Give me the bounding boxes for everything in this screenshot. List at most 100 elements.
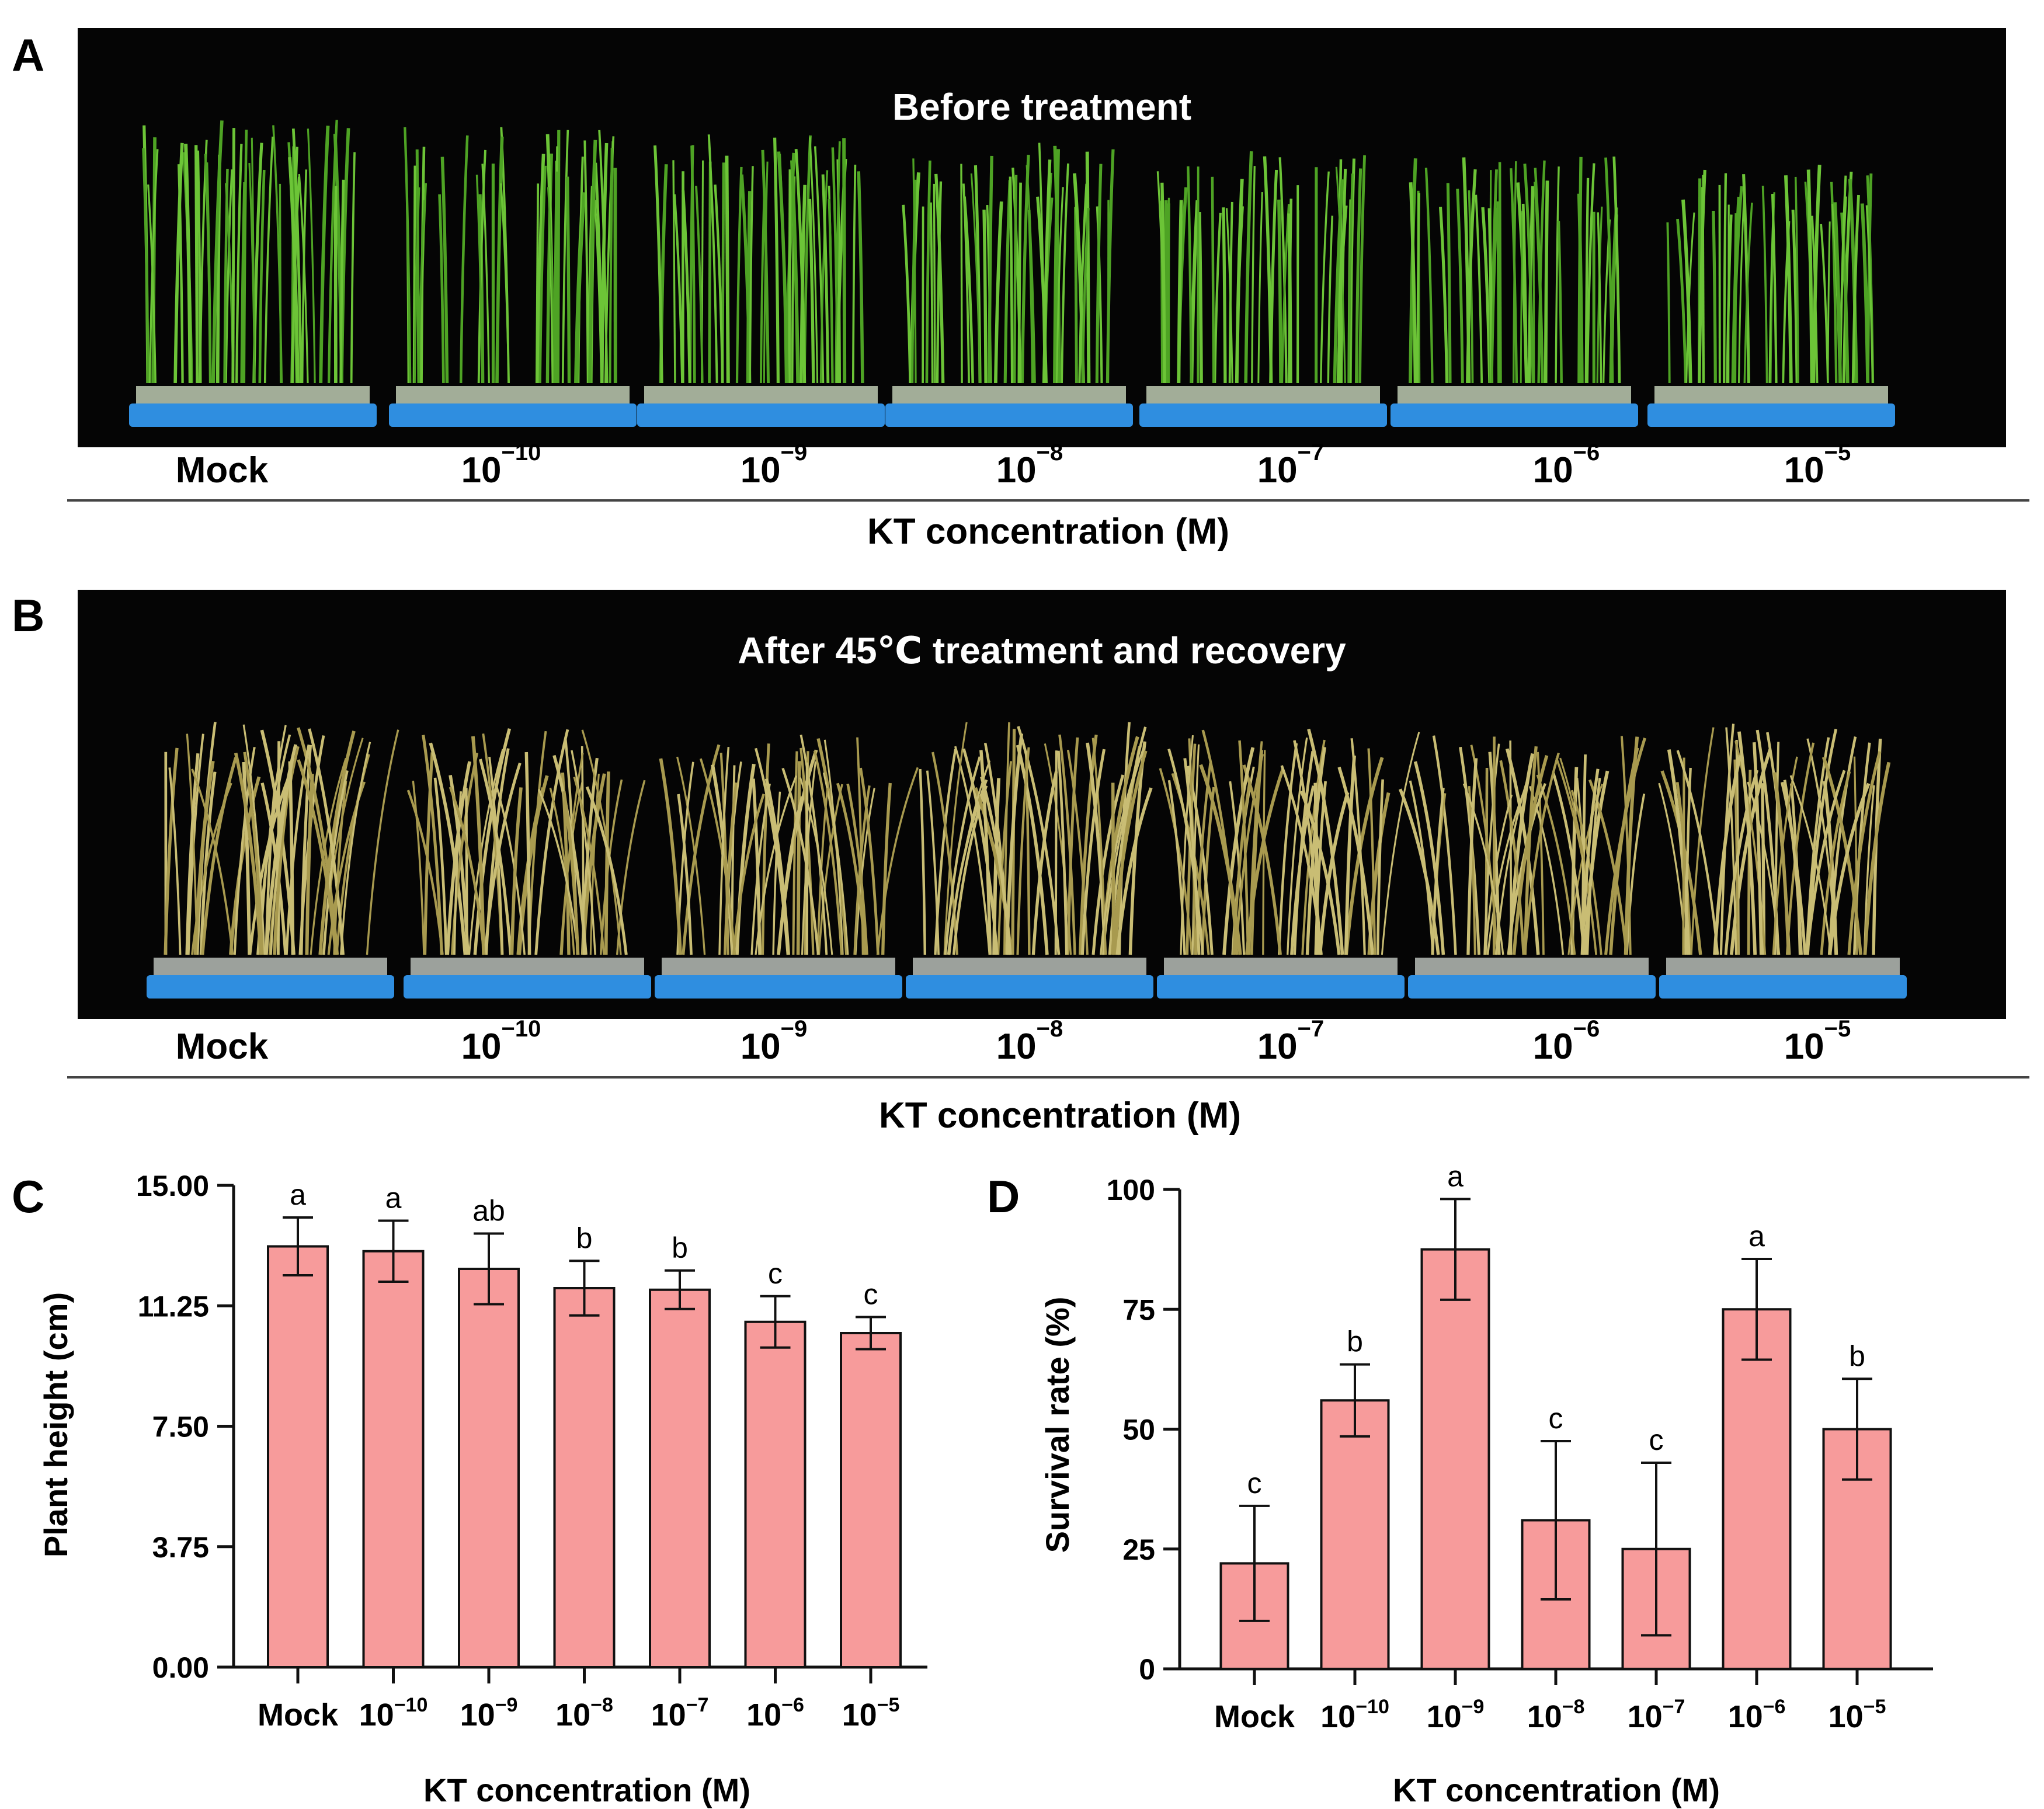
x-tick-label: 10−10 <box>1320 1696 1389 1734</box>
seedling-blade <box>173 142 184 384</box>
seedling-blade <box>794 149 807 384</box>
seedling-blade <box>930 202 934 384</box>
seedling-blade <box>1483 743 1500 955</box>
bar <box>1722 1308 1792 1670</box>
seedling-blade <box>1521 203 1528 384</box>
significance-label: b <box>672 1231 688 1264</box>
x-axis-label: KT concentration (M) <box>1393 1772 1720 1808</box>
seedling-blade <box>1772 772 1791 955</box>
tray-base <box>1139 403 1387 427</box>
seedling-tray <box>906 722 1153 999</box>
seedling-blade <box>1512 755 1549 955</box>
seedling-tray <box>1157 729 1420 999</box>
tray-base <box>404 975 651 999</box>
seedling-blade <box>772 791 781 955</box>
seedling-blade <box>242 130 248 384</box>
seedling-blade <box>412 165 416 384</box>
seedling-blade <box>809 137 819 384</box>
seedling-blade <box>931 752 958 955</box>
seedling-blade <box>1066 737 1079 955</box>
significance-label: a <box>385 1182 402 1215</box>
seedling-blade <box>510 787 523 955</box>
seedling-blade <box>749 166 754 384</box>
seedling-blade <box>404 127 412 384</box>
seedling-blade <box>818 784 843 955</box>
photo-title-a: Before treatment <box>892 86 1192 128</box>
seedling-blade <box>854 788 875 955</box>
seedling-blade <box>764 778 790 955</box>
seedling-blade <box>724 782 738 955</box>
seedling-blade <box>1186 743 1197 955</box>
seedling-blade <box>412 780 425 955</box>
seedling-blade <box>1494 770 1531 955</box>
seedling-blade <box>1354 168 1362 384</box>
seedling-blade <box>1438 207 1449 384</box>
seedling-blade <box>1110 750 1148 955</box>
seedling-blade <box>1201 729 1239 955</box>
seedling-blade <box>1080 749 1106 955</box>
seedling-blade <box>301 169 308 384</box>
seedling-blade <box>1287 737 1308 955</box>
seedling-blade <box>1431 788 1445 955</box>
photo-label: 10−5 <box>1784 440 1851 490</box>
significance-label: c <box>1247 1467 1262 1500</box>
seedling-blade <box>1806 169 1814 384</box>
tray-base <box>637 403 885 427</box>
seedling-blade <box>319 126 330 384</box>
seedling-blade <box>944 756 981 955</box>
seedling-tray <box>404 728 651 999</box>
seedling-blade <box>699 758 736 955</box>
seedling-blade <box>1038 142 1046 384</box>
seedling-blade <box>1016 747 1030 955</box>
bar <box>458 1268 520 1668</box>
seedling-blade <box>1559 757 1597 955</box>
significance-label: c <box>1649 1424 1664 1456</box>
seedling-blade <box>1413 761 1445 955</box>
seedling-blade <box>1523 163 1535 384</box>
seedling-blade <box>1187 166 1193 384</box>
seedling-blade <box>1290 785 1315 955</box>
seedling-tray <box>637 134 885 427</box>
seedling-blade <box>982 209 988 384</box>
seedling-blade <box>1685 212 1695 384</box>
tray-insert <box>662 958 895 976</box>
seedling-blade <box>1725 727 1737 955</box>
seedling-blade <box>1020 154 1030 384</box>
seedling-blade <box>1167 780 1186 955</box>
seedling-blade <box>790 160 800 384</box>
seedling-blade <box>1468 785 1476 955</box>
tray-base <box>1659 975 1907 999</box>
significance-label: ab <box>472 1195 505 1227</box>
seedling-blade <box>536 154 545 384</box>
seedling-blade <box>291 128 303 384</box>
seedling-blade <box>593 200 603 384</box>
significance-label: c <box>864 1278 878 1311</box>
seedling-tray <box>1391 156 1638 427</box>
seedling-blade <box>1524 752 1560 955</box>
bar-chart-c: 0.00 3.75 7.50 11.25 15.00 a Mock a 10−10 ab 10−9 b… <box>37 1170 927 1808</box>
tray-insert <box>1415 958 1649 976</box>
seedling-blade <box>1456 189 1464 384</box>
tray-insert <box>644 386 878 405</box>
seedling-blade <box>1313 782 1319 955</box>
seedling-blade <box>1724 770 1759 955</box>
seedling-blade <box>573 777 605 955</box>
seedling-blade <box>1466 169 1477 384</box>
seedling-blade <box>549 787 575 955</box>
photo-label: 10−7 <box>1257 1016 1325 1067</box>
seedling-blade <box>1747 781 1781 955</box>
seedling-blade <box>735 166 743 384</box>
seedling-blade <box>835 141 841 384</box>
seedling-blade <box>477 149 486 384</box>
seedling-blade <box>1586 163 1595 384</box>
seedling-blade <box>1381 732 1420 955</box>
seedling-blade <box>750 783 771 955</box>
seedling-blade <box>714 185 724 384</box>
seedling-blade <box>1416 193 1420 384</box>
seedling-blade <box>193 760 215 955</box>
seedling-blade <box>994 201 1003 384</box>
seedling-blade <box>1712 210 1717 384</box>
seedling-blade <box>819 170 829 384</box>
seedling-blade <box>1222 207 1227 384</box>
seedling-blade <box>1446 183 1452 384</box>
